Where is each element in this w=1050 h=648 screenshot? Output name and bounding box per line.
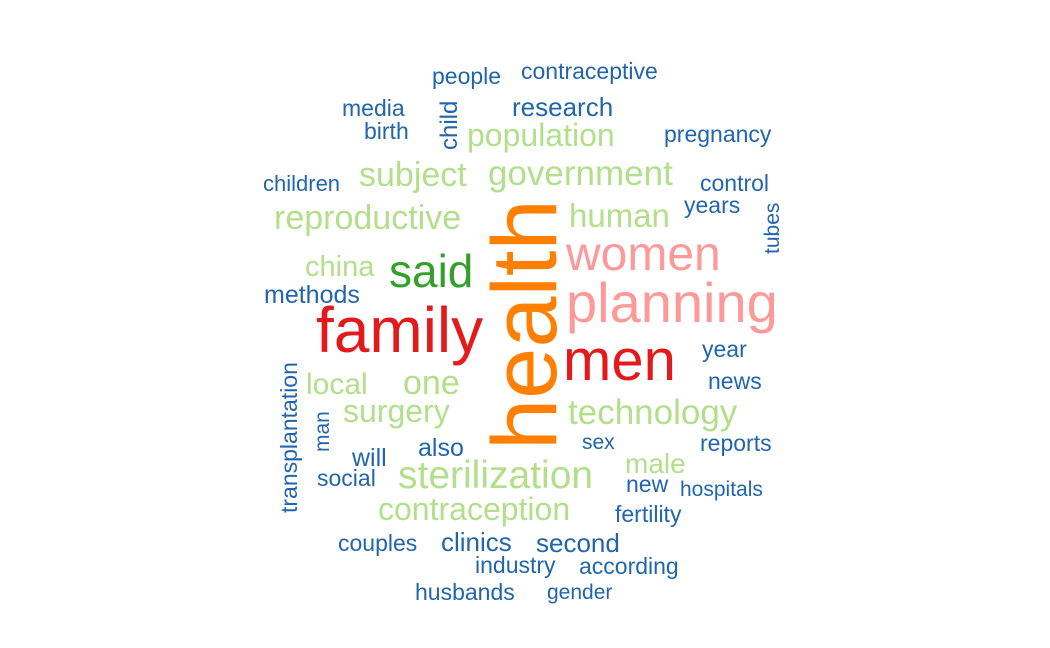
word-said: said	[389, 245, 473, 297]
word-contraception: contraception	[378, 491, 570, 527]
word-years: years	[684, 192, 740, 218]
word-people: people	[432, 63, 501, 89]
word-year: year	[702, 336, 747, 362]
word-clinics: clinics	[441, 527, 512, 557]
word-male: male	[625, 448, 686, 479]
word-local: local	[306, 368, 368, 401]
word-research: research	[512, 92, 613, 122]
word-according: according	[579, 553, 679, 579]
word-tubes: tubes	[761, 203, 784, 254]
word-also: also	[418, 434, 464, 462]
word-men: men	[563, 328, 676, 393]
word-gender: gender	[547, 581, 612, 604]
word-husbands: husbands	[415, 579, 515, 605]
word-planning: planning	[566, 271, 778, 334]
word-methods: methods	[264, 281, 360, 309]
word-sterilization: sterilization	[398, 454, 593, 497]
word-reports: reports	[700, 430, 772, 456]
word-transplantation: transplantation	[276, 362, 302, 513]
word-man: man	[311, 411, 334, 452]
word-hospitals: hospitals	[680, 478, 763, 501]
word-fertility: fertility	[615, 501, 682, 527]
word-human: human	[569, 197, 670, 234]
word-one: one	[403, 364, 460, 402]
word-sex: sex	[582, 431, 615, 454]
word-subject: subject	[359, 156, 467, 194]
word-family: family	[316, 294, 483, 366]
word-government: government	[488, 154, 673, 193]
word-surgery: surgery	[343, 393, 450, 429]
word-health: health	[474, 199, 576, 450]
word-technology: technology	[568, 393, 738, 432]
word-child: child	[436, 101, 463, 150]
word-media: media	[342, 95, 405, 121]
word-pregnancy: pregnancy	[664, 121, 772, 147]
word-social: social	[317, 465, 376, 491]
word-couples: couples	[338, 530, 417, 556]
word-reproductive: reproductive	[274, 199, 461, 237]
word-china: china	[305, 251, 375, 283]
word-birth: birth	[364, 118, 409, 144]
word-news: news	[708, 368, 762, 394]
word-women: women	[565, 228, 721, 281]
word-contraceptive: contraceptive	[521, 58, 658, 84]
word-population: population	[467, 117, 615, 153]
word-new: new	[626, 471, 669, 497]
word-second: second	[536, 528, 620, 558]
word-control: control	[700, 170, 769, 196]
word-will: will	[351, 444, 387, 472]
word-industry: industry	[475, 552, 556, 578]
word-children: children	[263, 171, 340, 196]
